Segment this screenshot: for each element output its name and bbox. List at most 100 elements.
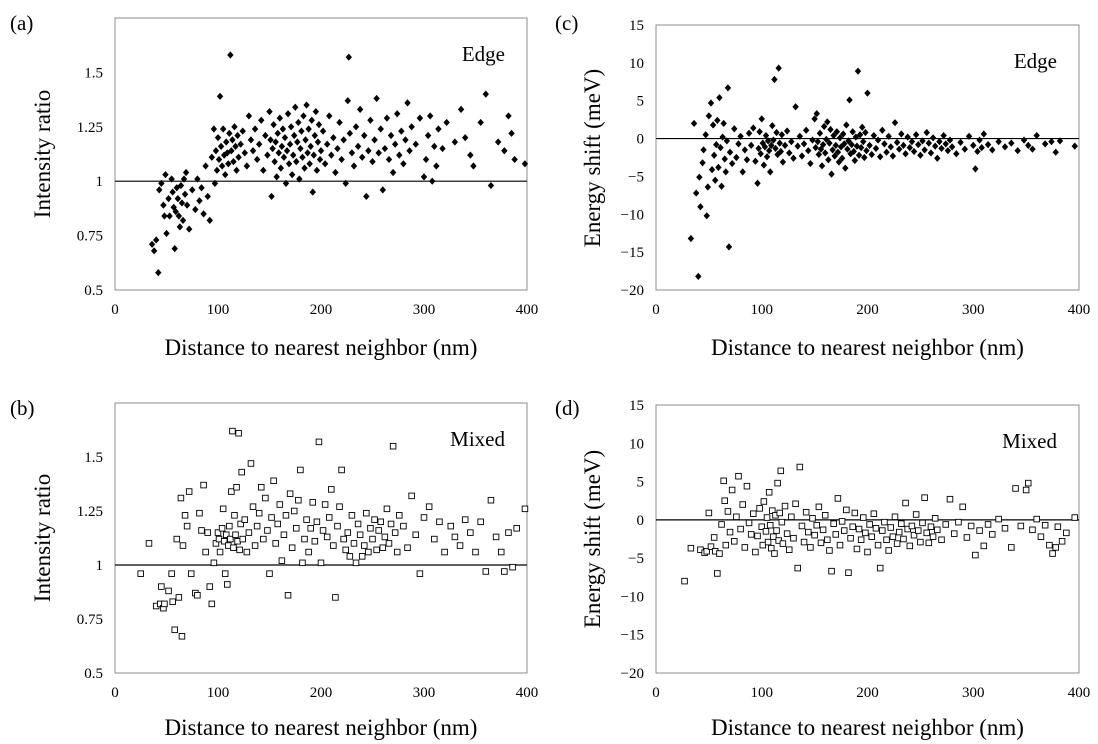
data-point: [850, 147, 857, 156]
data-point: [272, 138, 279, 146]
data-point: [470, 162, 477, 170]
data-point: [181, 512, 189, 519]
data-point: [861, 153, 868, 162]
data-point: [344, 97, 351, 105]
data-point: [168, 570, 175, 577]
data-point: [1012, 485, 1019, 492]
data-point: [752, 157, 759, 165]
data-point: [931, 515, 939, 522]
data-point: [192, 205, 199, 214]
data-point: [774, 150, 781, 159]
y-tick-label: 0: [637, 513, 645, 529]
data-point: [809, 136, 816, 144]
data-point: [703, 212, 710, 220]
data-point: [477, 118, 484, 127]
data-point: [155, 268, 162, 277]
panel-b: 0 100 200 300 400 0.5 0.75 1 1.25 1.5 Distance to …: [10, 396, 538, 740]
data-point: [302, 136, 309, 144]
data-point: [286, 490, 294, 497]
data-point: [720, 477, 727, 485]
data-point: [1014, 147, 1021, 155]
panel-c: 0 100 200 300 400 −20 −15 −10 −5 0 5 10 15 Distance t…: [555, 11, 1090, 360]
data-point: [708, 166, 716, 174]
data-point: [239, 535, 246, 543]
data-point: [295, 496, 302, 504]
data-point: [794, 564, 801, 572]
data-point: [902, 499, 909, 507]
data-point: [346, 553, 354, 560]
data-point: [330, 542, 337, 549]
data-point: [198, 184, 205, 192]
data-point: [741, 544, 749, 551]
data-point: [260, 535, 267, 543]
x-axis-title: Distance to nearest neighbor (nm): [165, 335, 478, 360]
data-point: [716, 550, 723, 557]
data-point: [176, 223, 184, 231]
data-point: [814, 138, 821, 146]
data-point: [893, 540, 901, 547]
y-tick-label: 0.5: [84, 283, 103, 299]
panel-a: 0 100 200 300 400 0.5 0.75 1 1.25 1.5 Distance to …: [10, 11, 538, 360]
data-point: [915, 141, 922, 149]
data-point: [859, 123, 866, 131]
data-point: [826, 547, 833, 554]
data-point: [774, 479, 781, 487]
data-point: [860, 514, 867, 521]
data-point: [232, 142, 239, 150]
data-point: [350, 162, 358, 170]
data-point: [819, 526, 827, 534]
data-point: [436, 518, 443, 526]
data-point: [363, 509, 370, 517]
data-point: [790, 154, 797, 162]
data-point: [311, 131, 319, 140]
data-point: [381, 533, 389, 541]
data-point: [393, 548, 401, 556]
data-point: [763, 514, 771, 521]
data-point: [231, 123, 238, 131]
data-point: [276, 114, 283, 122]
y-tick-label: −20: [621, 666, 644, 682]
data-point: [451, 533, 459, 541]
data-point: [848, 141, 855, 149]
data-point: [228, 147, 235, 155]
data-point: [223, 138, 230, 146]
data-point: [864, 548, 871, 556]
x-tick-label: 0: [652, 302, 660, 318]
data-point: [509, 563, 516, 571]
data-point: [776, 509, 783, 517]
plot-frame: [114, 17, 528, 291]
data-point: [735, 472, 742, 480]
data-point: [200, 481, 207, 489]
data-point: [719, 133, 726, 141]
data-point: [299, 153, 306, 161]
data-point: [211, 179, 219, 187]
data-point: [800, 538, 808, 546]
data-point: [312, 107, 320, 116]
data-point: [852, 133, 860, 141]
data-point: [189, 186, 196, 194]
data-point: [153, 236, 160, 244]
data-point: [278, 557, 286, 564]
data-point: [974, 147, 981, 156]
data-point: [811, 115, 818, 123]
data-point: [319, 127, 327, 135]
data-point: [194, 175, 201, 183]
data-point: [234, 131, 241, 140]
data-point: [194, 591, 201, 599]
data-point: [870, 131, 878, 140]
data-point: [950, 530, 958, 537]
data-point: [879, 527, 886, 534]
data-point: [863, 147, 870, 155]
data-point: [874, 541, 882, 549]
data-point: [832, 531, 840, 538]
data-point: [938, 536, 945, 544]
data-point: [293, 525, 300, 532]
data-point: [1001, 143, 1009, 151]
data-point: [163, 229, 170, 238]
data-point: [811, 531, 818, 539]
data-point: [276, 501, 284, 508]
data-point: [970, 141, 977, 149]
data-point: [856, 131, 864, 139]
data-point: [348, 512, 356, 519]
data-point: [286, 140, 294, 148]
